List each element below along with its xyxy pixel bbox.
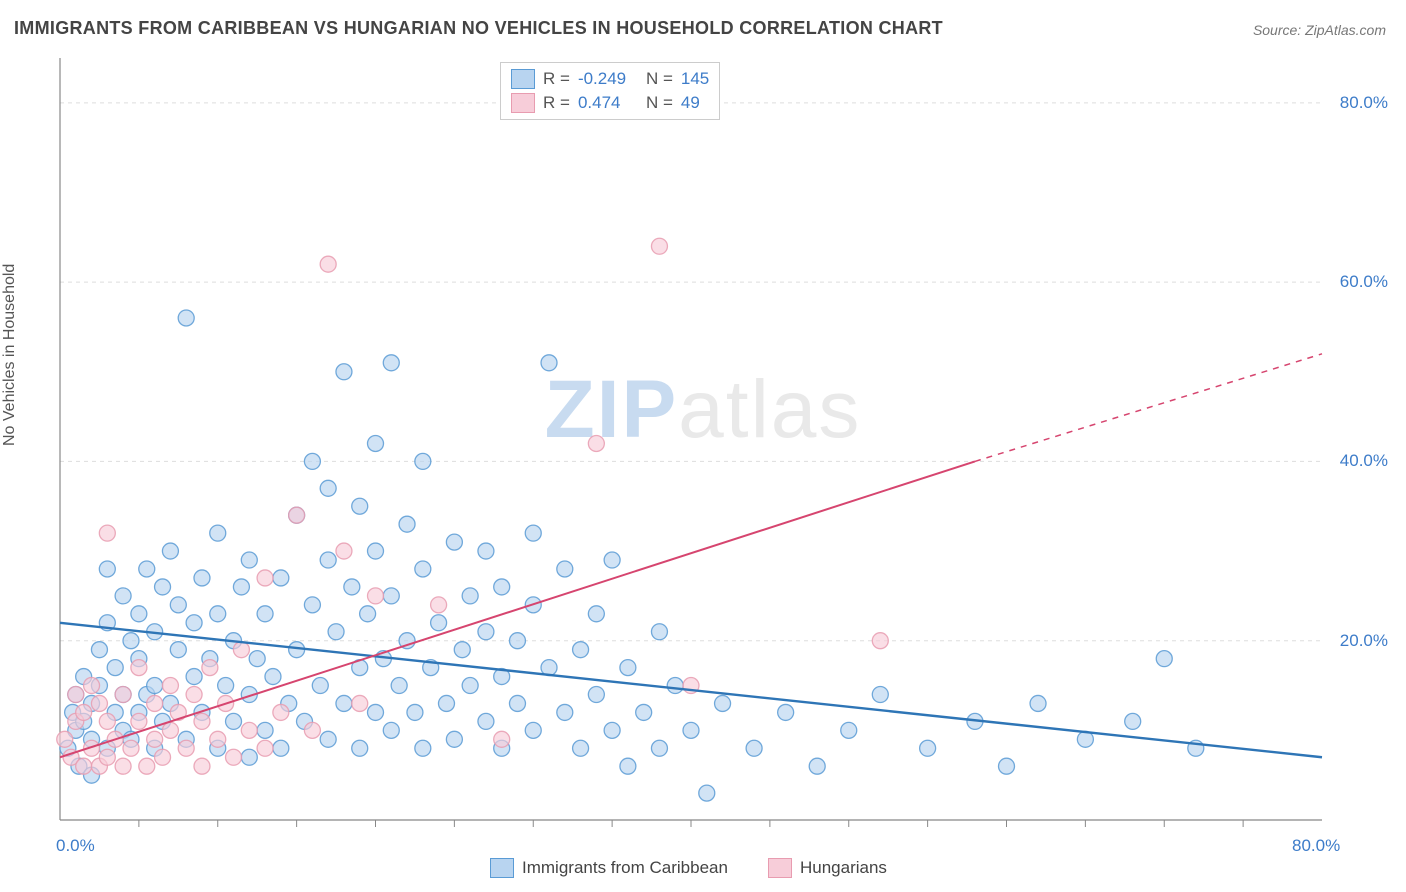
legend-swatch <box>511 93 535 113</box>
y-tick-label: 20.0% <box>1340 631 1388 651</box>
legend-series-item: Immigrants from Caribbean <box>490 858 728 878</box>
legend-swatch <box>511 69 535 89</box>
chart-svg <box>0 0 1406 892</box>
legend-correlation-row: R =-0.249N =145 <box>511 67 709 91</box>
legend-swatch <box>490 858 514 878</box>
legend-series-label: Hungarians <box>800 858 887 878</box>
y-tick-label: 80.0% <box>1340 93 1388 113</box>
x-tick-left: 0.0% <box>56 836 95 856</box>
x-tick-right: 80.0% <box>1292 836 1340 856</box>
chart-container: IMMIGRANTS FROM CARIBBEAN VS HUNGARIAN N… <box>0 0 1406 892</box>
legend-correlation-row: R =0.474N =49 <box>511 91 709 115</box>
legend-swatch <box>768 858 792 878</box>
legend-series-label: Immigrants from Caribbean <box>522 858 728 878</box>
legend-series: Immigrants from Caribbean Hungarians <box>490 858 887 878</box>
y-axis-label: No Vehicles in Household <box>1 264 19 446</box>
y-tick-label: 60.0% <box>1340 272 1388 292</box>
legend-series-item: Hungarians <box>768 858 887 878</box>
y-tick-label: 40.0% <box>1340 451 1388 471</box>
legend-correlation: R =-0.249N =145R =0.474N =49 <box>500 62 720 120</box>
